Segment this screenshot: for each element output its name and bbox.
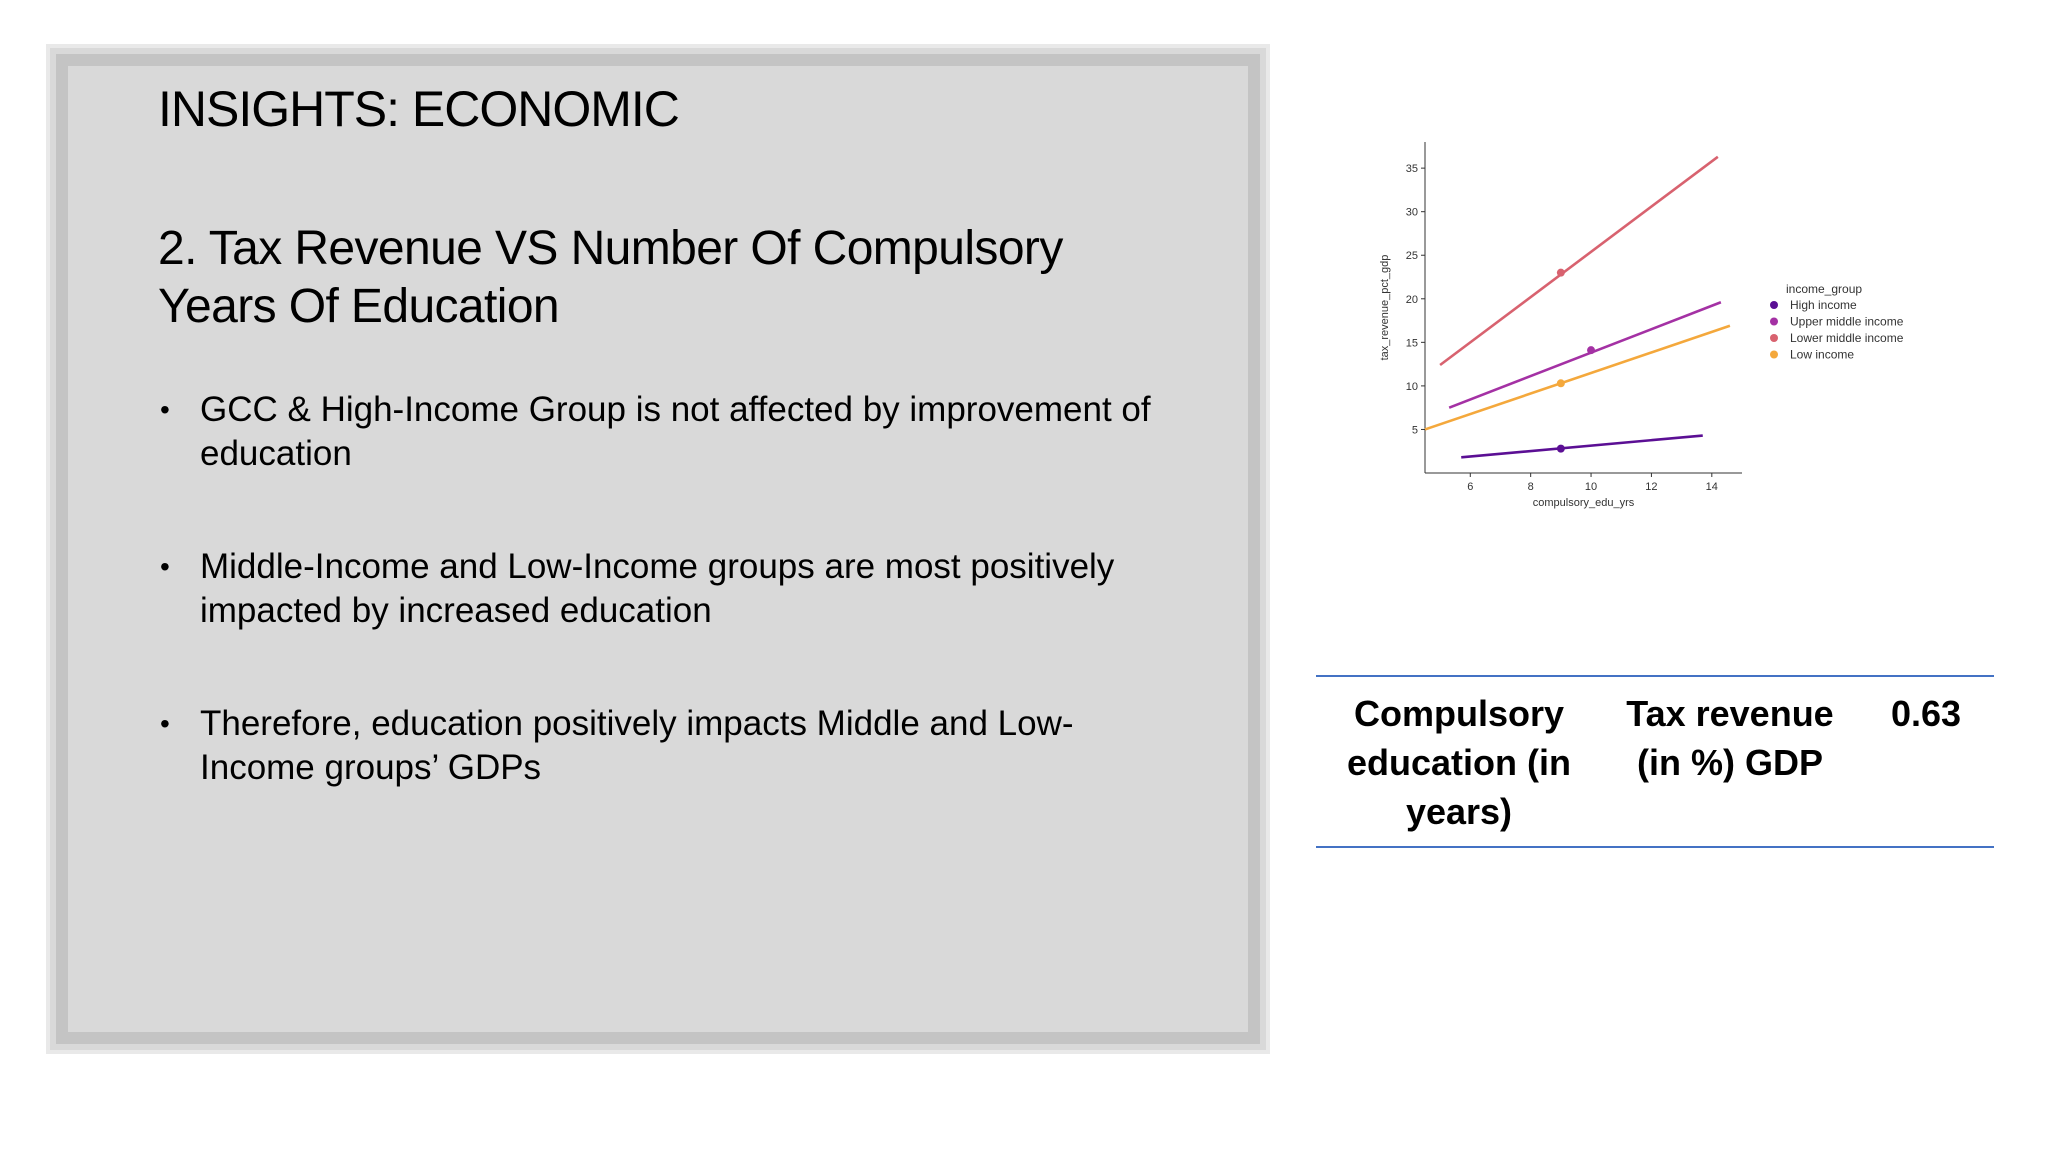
slide-panel xyxy=(46,44,1270,1054)
bullet-item: • Middle-Income and Low-Income groups ar… xyxy=(158,545,1168,702)
series-line xyxy=(1439,155,1719,367)
slide-panel-border xyxy=(56,54,1260,1044)
bullet-icon: • xyxy=(160,551,170,582)
y-axis-label: tax_revenue_pct_gdp xyxy=(1379,255,1391,361)
x-tick-label: 12 xyxy=(1645,481,1657,493)
table-cell-correlation-value: 0.63 xyxy=(1890,693,1962,734)
legend-label: Lower middle income xyxy=(1790,331,1904,345)
x-tick-label: 10 xyxy=(1585,481,1597,493)
bullet-list: • GCC & High-Income Group is not affecte… xyxy=(158,388,1168,859)
series-point xyxy=(1556,268,1565,277)
y-tick-label: 25 xyxy=(1406,250,1418,262)
bullet-text: Therefore, education positively impacts … xyxy=(200,704,1074,787)
x-axis-label: compulsory_edu_yrs xyxy=(1533,497,1635,509)
chart-svg: 5 10 15 20 25 30 35 6 8 10 12 14 compulsory_edu_yrs t… xyxy=(1379,142,1904,509)
series-line xyxy=(1448,301,1722,409)
y-tick-label: 20 xyxy=(1406,294,1418,306)
bullet-item: • Therefore, education positively impact… xyxy=(158,702,1168,859)
bullet-icon: • xyxy=(160,394,170,425)
series-line xyxy=(1461,434,1703,459)
x-tick-label: 14 xyxy=(1706,481,1718,493)
legend-label: High income xyxy=(1790,298,1857,312)
x-tick-label: 6 xyxy=(1467,481,1473,493)
legend-marker xyxy=(1770,350,1778,359)
bullet-text: GCC & High-Income Group is not affected … xyxy=(200,390,1151,473)
y-tick-label: 30 xyxy=(1406,207,1418,219)
series-point xyxy=(1587,346,1596,355)
legend-marker xyxy=(1770,334,1778,342)
legend-marker xyxy=(1770,317,1778,326)
legend-title: income_group xyxy=(1786,282,1862,296)
bullet-item: • GCC & High-Income Group is not affecte… xyxy=(158,388,1168,545)
slide-subtitle: 2. Tax Revenue VS Number Of Compulsory Y… xyxy=(158,222,1063,333)
series-point xyxy=(1556,444,1565,453)
regression-chart: 5 10 15 20 25 30 35 6 8 10 12 14 compulsory_edu_yrs t… xyxy=(1370,130,1930,520)
series-point xyxy=(1556,379,1565,388)
y-tick-label: 35 xyxy=(1406,163,1418,175)
table-cell-compulsory-education: Compulsory education (in years) xyxy=(1347,693,1571,832)
legend-label: Low income xyxy=(1790,348,1854,362)
y-tick-label: 10 xyxy=(1406,381,1418,393)
legend-label: Upper middle income xyxy=(1790,315,1904,329)
series-line xyxy=(1424,324,1731,431)
legend-marker xyxy=(1770,301,1778,309)
bullet-icon: • xyxy=(160,708,170,739)
bullet-text: Middle-Income and Low-Income groups are … xyxy=(200,547,1115,630)
x-tick-label: 8 xyxy=(1528,481,1534,493)
correlation-table: Compulsory education (in years) Tax reve… xyxy=(1316,675,1994,848)
y-tick-label: 5 xyxy=(1412,424,1418,436)
table-cell-tax-revenue: Tax revenue (in %) GDP xyxy=(1626,693,1834,783)
y-tick-label: 15 xyxy=(1406,337,1418,349)
slide-title: INSIGHTS: ECONOMIC xyxy=(158,81,680,137)
